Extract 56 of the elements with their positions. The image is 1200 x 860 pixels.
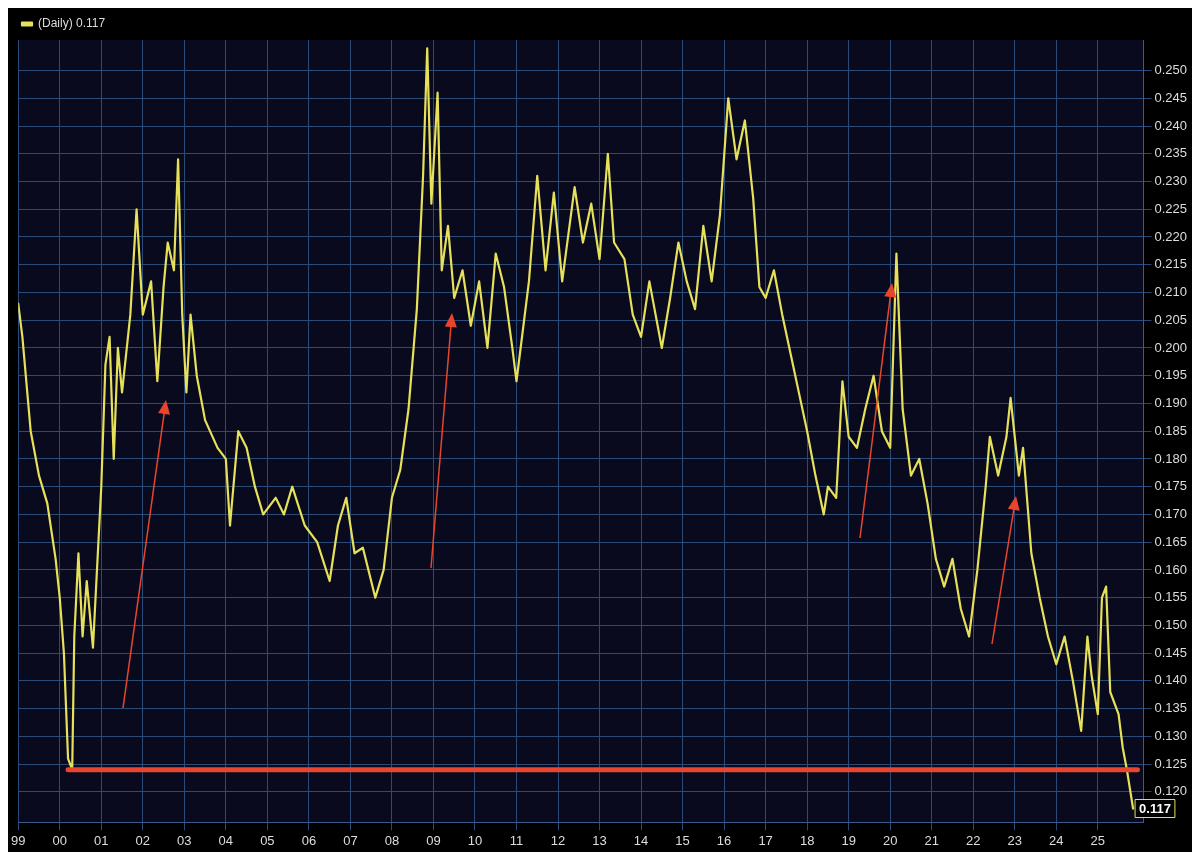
x-tick-label: 19: [841, 832, 856, 848]
x-tick-label: 16: [716, 832, 732, 848]
y-tick-label: 0.215: [1154, 256, 1188, 272]
x-tick-label: 20: [882, 832, 898, 848]
x-tick-label: 04: [218, 832, 234, 848]
y-tick-label: 0.170: [1154, 506, 1188, 522]
y-tick-label: 0.180: [1154, 450, 1188, 466]
y-tick-label: 0.135: [1154, 700, 1188, 716]
x-tick-label: 12: [550, 832, 566, 848]
y-tick-label: 0.210: [1154, 284, 1188, 300]
x-tick-label: 02: [135, 832, 151, 848]
y-tick-label: 0.160: [1154, 561, 1188, 577]
y-tick-label: 0.165: [1154, 533, 1188, 549]
y-tick-label: 0.120: [1154, 783, 1188, 799]
x-tick-label: 11: [509, 832, 524, 848]
y-tick-label: 0.250: [1154, 62, 1188, 78]
y-tick-label: 0.130: [1154, 727, 1188, 743]
x-tick-label: 23: [1007, 832, 1022, 848]
y-tick-label: 0.235: [1154, 145, 1188, 161]
x-tick-label: 07: [343, 832, 358, 848]
x-tick-label: 99: [11, 832, 26, 848]
x-tick-label: 00: [52, 832, 67, 848]
x-tick-label: 25: [1090, 832, 1106, 848]
x-tick-label: 06: [301, 832, 317, 848]
x-tick-label: 22: [965, 832, 981, 848]
y-tick-label: 0.125: [1154, 755, 1188, 771]
y-tick-label: 0.200: [1154, 339, 1188, 355]
x-tick-label: 01: [94, 832, 109, 848]
y-tick-label: 0.140: [1154, 672, 1188, 688]
y-tick-label: 0.195: [1154, 367, 1188, 383]
y-tick-label: 0.230: [1154, 173, 1188, 189]
legend-label: (Daily) 0.117: [38, 16, 106, 31]
y-tick-label: 0.145: [1154, 644, 1188, 660]
y-tick-label: 0.155: [1154, 589, 1188, 605]
x-tick-label: 03: [177, 832, 192, 848]
x-tick-label: 08: [384, 832, 400, 848]
x-tick-label: 17: [758, 832, 773, 848]
x-tick-label: 13: [592, 832, 607, 848]
y-tick-label: 0.205: [1154, 311, 1188, 327]
y-tick-label: 0.150: [1154, 616, 1188, 632]
y-tick-label: 0.175: [1154, 478, 1188, 494]
x-tick-label: 14: [633, 832, 649, 848]
x-tick-label: 21: [924, 832, 939, 848]
x-tick-label: 24: [1049, 832, 1064, 848]
x-tick-label: 15: [675, 832, 690, 848]
x-tick-label: 18: [799, 832, 815, 848]
x-tick-label: 09: [426, 832, 441, 848]
y-tick-label: 0.190: [1154, 395, 1188, 411]
x-tick-label: 10: [467, 832, 483, 848]
y-tick-label: 0.220: [1154, 228, 1188, 244]
annotation: 0.117: [1139, 801, 1171, 817]
y-tick-label: 0.245: [1154, 89, 1188, 105]
y-tick-label: 0.240: [1154, 117, 1188, 133]
x-tick-label: 05: [260, 832, 275, 848]
y-tick-label: 0.225: [1154, 200, 1188, 216]
y-tick-label: 0.185: [1154, 422, 1188, 438]
